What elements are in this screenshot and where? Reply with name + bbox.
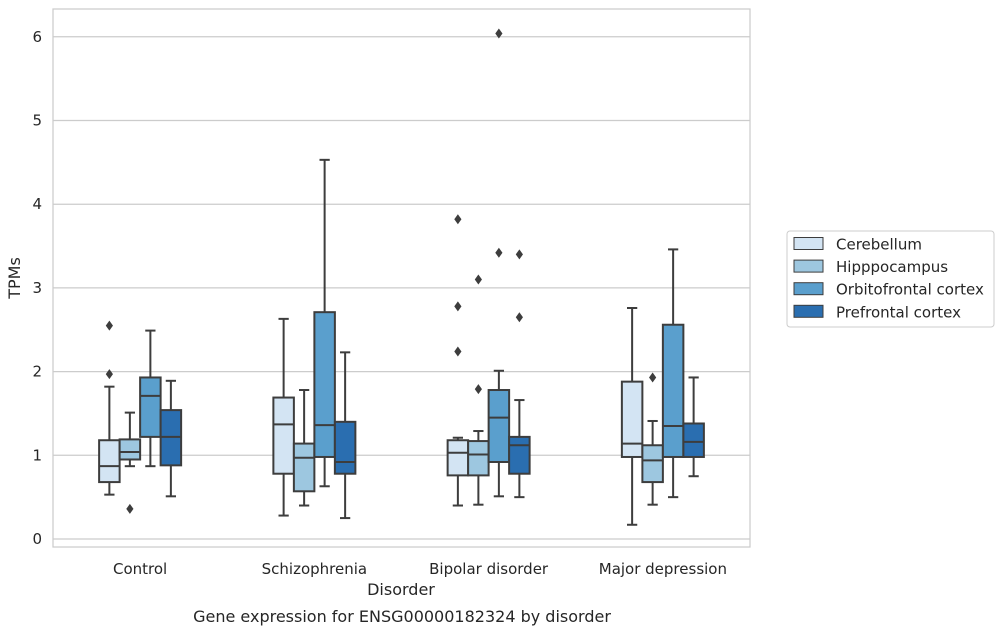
outlier-point (105, 320, 113, 331)
box-cerebellum-control (98, 320, 121, 496)
y-axis-label: TPMs (5, 257, 24, 300)
box-cerebellum-major-depression (620, 306, 644, 526)
outlier-point (454, 301, 462, 312)
box-hipppocampus-major-depression (641, 372, 664, 506)
box-orbitofrontal-cortex-major-depression (661, 248, 685, 499)
box-body (620, 380, 644, 458)
legend-item: Orbitofrontal cortex (793, 281, 984, 299)
legend-swatch (793, 237, 824, 250)
x-tick-label: Control (113, 560, 167, 578)
box-body (682, 422, 705, 458)
y-tick-label: 5 (32, 112, 42, 130)
box-body (139, 376, 162, 438)
box-body (487, 389, 511, 463)
y-tick-label: 1 (32, 446, 42, 464)
box-hipppocampus-bipolar-disorder (467, 274, 490, 506)
legend-swatch (793, 259, 824, 273)
legend-swatch (793, 282, 824, 296)
y-tick-label: 2 (32, 363, 42, 381)
legend-label: Cerebellum (836, 236, 922, 254)
outlier-point (126, 503, 134, 514)
outlier-point (515, 249, 523, 260)
box-orbitofrontal-cortex-schizophrenia (313, 158, 336, 488)
box-hipppocampus-control (118, 411, 142, 514)
outlier-point (495, 247, 503, 258)
outlier-point (649, 372, 657, 383)
y-tick-label: 4 (32, 195, 42, 213)
box-body (467, 440, 490, 477)
y-tick-labels: 0 1 2 3 4 5 6 (32, 28, 42, 548)
box-prefrontal-cortex-schizophrenia (333, 351, 357, 520)
box-body (272, 396, 295, 475)
box-prefrontal-cortex-major-depression (682, 376, 705, 478)
outlier-point (515, 312, 523, 323)
legend-item: Cerebellum (793, 236, 922, 254)
legend-label: Prefrontal cortex (836, 303, 961, 321)
box-orbitofrontal-cortex-control (139, 329, 162, 468)
box-orbitofrontal-cortex-bipolar-disorder (487, 28, 511, 498)
box-hipppocampus-schizophrenia (292, 389, 316, 507)
outlier-point (454, 214, 462, 225)
plot-frame (52, 8, 751, 548)
box-groups (98, 28, 705, 526)
y-tick-label: 0 (32, 530, 42, 548)
x-axis-label: Disorder (367, 580, 435, 599)
legend: Cerebellum Hipppocampus Orbitofrontal cort… (786, 230, 995, 328)
box-prefrontal-cortex-bipolar-disorder (508, 249, 531, 499)
x-tick-label: Bipolar disorder (429, 560, 549, 578)
legend-label: Hipppocampus (836, 258, 948, 276)
legend-frame (786, 230, 995, 328)
y-tick-label: 3 (32, 279, 42, 297)
outlier-point (454, 346, 462, 357)
box-cerebellum-bipolar-disorder (446, 214, 470, 507)
box-cerebellum-schizophrenia (272, 317, 295, 517)
box-body (313, 311, 336, 458)
legend-label: Orbitofrontal cortex (836, 281, 984, 299)
box-prefrontal-cortex-control (159, 379, 183, 498)
legend-swatch (793, 304, 824, 318)
outlier-point (495, 28, 503, 39)
outlier-point (474, 274, 482, 285)
x-tick-label: Major depression (599, 560, 727, 578)
outlier-point (105, 369, 113, 380)
legend-item: Hipppocampus (793, 258, 948, 276)
box-body (446, 439, 470, 477)
box-body (661, 323, 685, 458)
box-body (333, 420, 357, 475)
x-tick-label: Schizophrenia (262, 560, 367, 578)
box-body (292, 442, 316, 493)
box-body (508, 435, 531, 475)
box-body (118, 438, 142, 461)
box-body (641, 444, 664, 484)
legend-item: Prefrontal cortex (793, 303, 961, 321)
y-tick-label: 6 (32, 28, 42, 46)
chart-caption: Gene expression for ENSG00000182324 by d… (193, 607, 611, 626)
outlier-point (474, 384, 482, 395)
x-tick-labels: Control Schizophrenia Bipolar disorder Majo… (113, 560, 727, 578)
box-body (98, 439, 121, 484)
